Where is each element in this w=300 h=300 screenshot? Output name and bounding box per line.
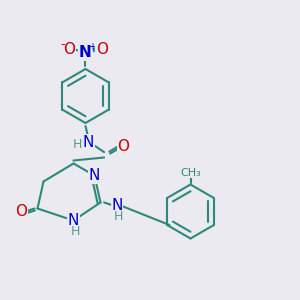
Text: H: H bbox=[114, 210, 123, 224]
Text: +: + bbox=[88, 42, 96, 52]
Text: H: H bbox=[70, 225, 80, 239]
Text: O: O bbox=[63, 42, 75, 57]
Text: O: O bbox=[118, 140, 130, 154]
Text: O: O bbox=[15, 204, 27, 219]
Text: N: N bbox=[68, 213, 79, 228]
Text: N: N bbox=[83, 135, 94, 150]
Text: -: - bbox=[60, 38, 65, 52]
Text: H: H bbox=[72, 138, 82, 152]
Text: O: O bbox=[96, 42, 108, 57]
Text: CH₃: CH₃ bbox=[180, 167, 201, 178]
Text: N: N bbox=[111, 198, 123, 213]
Text: N: N bbox=[79, 45, 92, 60]
Text: N: N bbox=[89, 168, 100, 183]
